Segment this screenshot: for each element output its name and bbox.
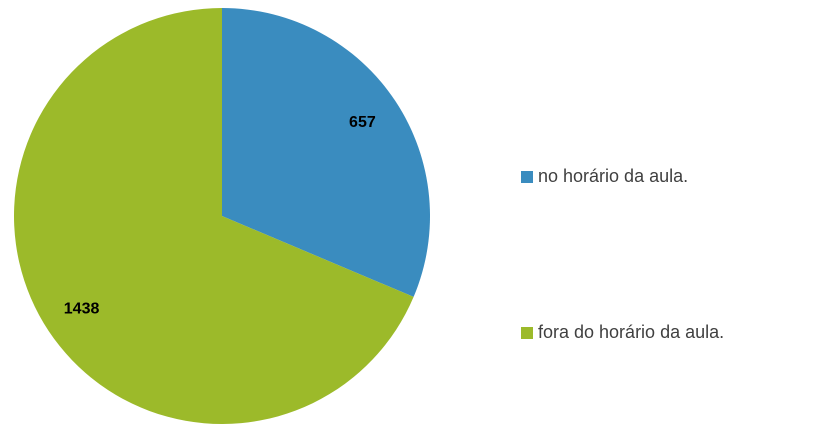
legend-swatch	[521, 171, 533, 183]
data-label: 1438	[64, 300, 100, 317]
legend-swatch	[521, 327, 533, 339]
legend-label: fora do horário da aula.	[538, 322, 724, 342]
pie-slice	[13, 8, 414, 424]
data-label: 657	[349, 114, 376, 131]
legend-label: no horário da aula.	[538, 166, 688, 186]
pie-slice	[222, 8, 430, 297]
